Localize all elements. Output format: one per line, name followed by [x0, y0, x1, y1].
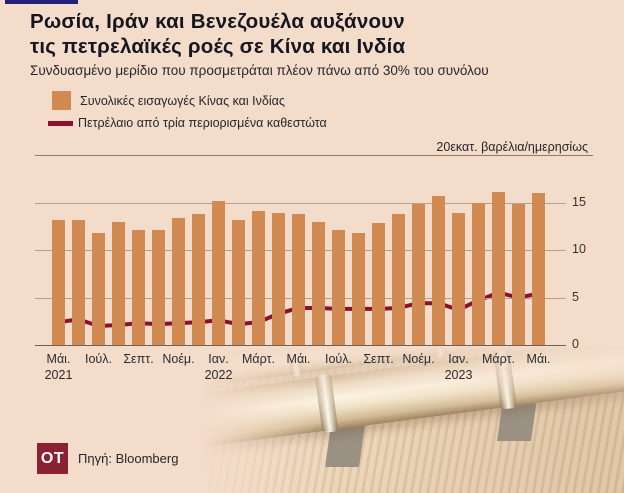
source-credit: Πηγή: Bloomberg	[78, 451, 179, 466]
x-axis-label: Σεπτ.	[363, 352, 394, 366]
x-axis-year-label: 2023	[444, 368, 473, 382]
x-axis-year-label: 2021	[44, 368, 73, 382]
bar	[72, 219, 85, 345]
bar	[192, 213, 205, 345]
ot-logo: OT	[37, 443, 68, 474]
bar	[372, 223, 385, 345]
x-axis-label: Νοέμ.	[402, 352, 435, 366]
bar	[252, 211, 265, 345]
bar	[92, 232, 105, 345]
bar	[212, 200, 225, 345]
x-axis-label: Νοέμ.	[162, 352, 195, 366]
bar	[52, 219, 65, 345]
bar	[172, 217, 185, 345]
y-axis-label: 10	[572, 242, 586, 256]
page-subtitle: Συνδυασμένο μερίδιο που προσμετράται πλέ…	[30, 63, 489, 78]
bar	[412, 204, 425, 345]
bar	[352, 232, 365, 345]
bar	[472, 203, 485, 345]
x-axis-label: Μάρτ.	[242, 352, 275, 366]
legend-label-imports: Συνολικές εισαγωγές Κίνας και Ινδίας	[80, 93, 285, 108]
bar	[492, 192, 505, 345]
x-axis-label: Ιαν.	[208, 352, 229, 366]
bar	[512, 204, 525, 345]
pipeline-photo	[200, 347, 624, 493]
page-title: Ρωσία, Ιράν και Βενεζουέλα αυξάνουν τις …	[30, 10, 406, 58]
bar-series-swatch	[52, 91, 71, 110]
bar	[532, 193, 545, 345]
x-axis-year-label: 2022	[204, 368, 233, 382]
bar	[232, 219, 245, 345]
x-axis-label: Ιούλ.	[325, 352, 352, 366]
x-axis-baseline	[35, 345, 566, 346]
gridline	[35, 202, 566, 204]
line-series-swatch	[48, 120, 73, 126]
bar	[292, 213, 305, 345]
legend-item-imports: Συνολικές εισαγωγές Κίνας και Ινδίας	[52, 91, 285, 110]
y-axis-label: 5	[572, 289, 579, 304]
bar	[392, 213, 405, 345]
x-axis-label: Μάι.	[526, 352, 551, 366]
bar	[132, 230, 145, 345]
chart-plot-area: 0 5 10 15	[0, 155, 624, 351]
bar	[432, 195, 445, 345]
bar	[152, 230, 165, 345]
y-axis-label: 15	[572, 194, 586, 209]
x-axis-labels: Μάι. 2021 Ιούλ. Σεπτ. Νοέμ. Ιαν. 2022 Μάρτ. Μάι.…	[0, 352, 624, 388]
x-axis-label: Σεπτ.	[123, 352, 154, 366]
x-axis-label: Μάρτ.	[482, 352, 515, 366]
x-axis-label: Ιαν.	[448, 352, 469, 366]
bar	[112, 222, 125, 345]
x-axis-label: Ιούλ.	[85, 352, 112, 366]
gridline	[35, 155, 593, 156]
bar	[332, 230, 345, 345]
y-axis-label: 0	[572, 337, 579, 351]
legend-label-restricted-oil: Πετρέλαιο από τρία περιορισμένα καθεστώτ…	[78, 116, 327, 130]
accent-rule	[5, 0, 78, 4]
photo-fade-overlay	[200, 347, 624, 493]
x-axis-label: Μάι.	[286, 352, 311, 366]
bar	[272, 212, 285, 345]
y-axis-unit-label: 20εκατ. βαρέλια/ημερησίως	[436, 140, 588, 154]
legend-item-restricted-oil: Πετρέλαιο από τρία περιορισμένα καθεστώτ…	[48, 116, 327, 130]
x-axis-label: Μάι.	[46, 352, 71, 366]
bar	[312, 222, 325, 345]
bar	[452, 212, 465, 345]
